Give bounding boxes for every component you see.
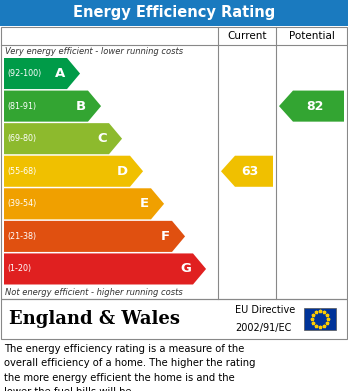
Text: C: C bbox=[97, 132, 107, 145]
Text: E: E bbox=[140, 197, 149, 210]
Polygon shape bbox=[4, 123, 122, 154]
Text: (21-38): (21-38) bbox=[7, 232, 36, 241]
Text: (39-54): (39-54) bbox=[7, 199, 36, 208]
Polygon shape bbox=[279, 91, 344, 122]
Text: B: B bbox=[76, 100, 86, 113]
Text: 63: 63 bbox=[242, 165, 259, 178]
Text: Current: Current bbox=[227, 31, 267, 41]
Polygon shape bbox=[4, 91, 101, 122]
Polygon shape bbox=[4, 253, 206, 285]
Text: (55-68): (55-68) bbox=[7, 167, 36, 176]
Text: Energy Efficiency Rating: Energy Efficiency Rating bbox=[73, 5, 275, 20]
Polygon shape bbox=[4, 156, 143, 187]
Polygon shape bbox=[4, 188, 164, 219]
Bar bbox=[304, 308, 336, 330]
Text: Potential: Potential bbox=[288, 31, 334, 41]
Text: Very energy efficient - lower running costs: Very energy efficient - lower running co… bbox=[5, 47, 183, 56]
Bar bbox=[1, 27, 347, 299]
Bar bbox=[0, 0, 348, 26]
Polygon shape bbox=[221, 156, 273, 187]
Text: The energy efficiency rating is a measure of the
overall efficiency of a home. T: The energy efficiency rating is a measur… bbox=[4, 344, 255, 391]
Text: England & Wales: England & Wales bbox=[9, 310, 180, 328]
Text: EU Directive: EU Directive bbox=[235, 305, 295, 315]
Text: A: A bbox=[55, 67, 65, 80]
Text: 2002/91/EC: 2002/91/EC bbox=[235, 323, 291, 333]
Text: G: G bbox=[180, 262, 191, 276]
Text: (1-20): (1-20) bbox=[7, 264, 31, 273]
Text: 82: 82 bbox=[306, 100, 323, 113]
Polygon shape bbox=[4, 58, 80, 89]
Text: (69-80): (69-80) bbox=[7, 134, 36, 143]
Text: Not energy efficient - higher running costs: Not energy efficient - higher running co… bbox=[5, 288, 183, 297]
Text: F: F bbox=[161, 230, 170, 243]
Text: D: D bbox=[117, 165, 128, 178]
Bar bbox=[1, 299, 347, 339]
Text: (81-91): (81-91) bbox=[7, 102, 36, 111]
Text: (92-100): (92-100) bbox=[7, 69, 41, 78]
Polygon shape bbox=[4, 221, 185, 252]
